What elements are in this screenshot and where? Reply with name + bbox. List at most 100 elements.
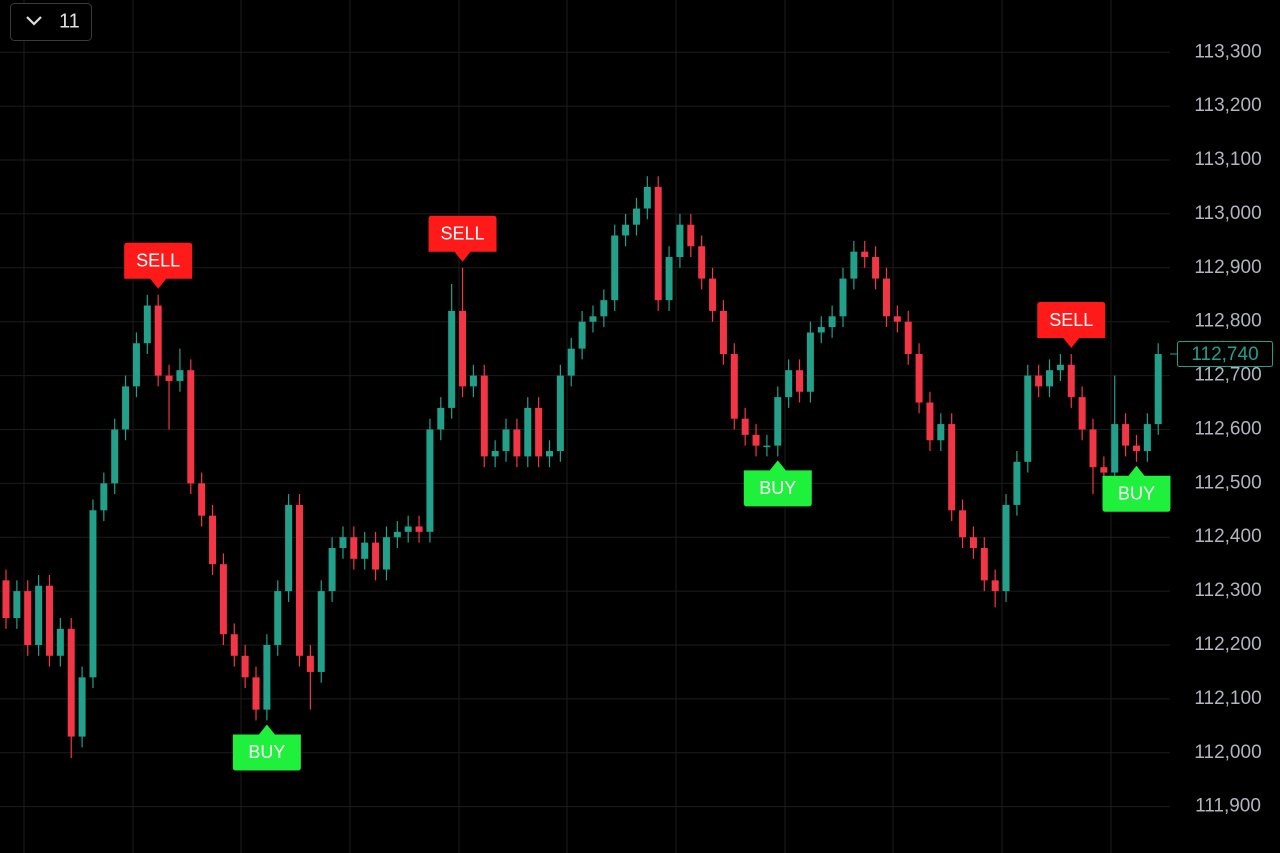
candle-body [665, 257, 673, 301]
candle-body [1035, 375, 1043, 387]
candle-body [35, 585, 43, 646]
candle-body [709, 278, 717, 311]
candle-body [502, 429, 510, 452]
candle-body [741, 418, 749, 435]
candle-body [328, 548, 336, 592]
candle-body [861, 251, 869, 258]
chevron [26, 16, 42, 26]
y-tick-label: 112,500 [1194, 472, 1261, 493]
y-tick-label: 111,900 [1195, 796, 1261, 817]
y-tick-label: 113,000 [1194, 203, 1261, 224]
candle-body [306, 655, 314, 672]
candle-body [687, 224, 695, 247]
candle-body [948, 424, 956, 511]
candle-body [915, 354, 923, 403]
candle-body [372, 542, 380, 570]
candle-body [480, 375, 488, 457]
candle-body [1013, 461, 1021, 505]
candle-body [1143, 424, 1151, 452]
candle-body [469, 375, 477, 387]
candle-body [785, 370, 793, 398]
candle-body [437, 407, 445, 430]
signal-box [124, 242, 193, 289]
candle-body [176, 370, 184, 381]
signal-label: SELL [136, 251, 180, 271]
candle-body [1132, 445, 1140, 452]
candle-body [893, 316, 901, 322]
candle-body [752, 434, 760, 446]
candle-body [904, 321, 912, 355]
candle-body [796, 370, 804, 392]
candle-body [1122, 424, 1130, 446]
y-tick-label: 113,200 [1194, 95, 1261, 116]
candle-body [361, 542, 369, 559]
candle-body [459, 310, 467, 387]
candle-body [45, 585, 53, 656]
signal: BUY [1102, 465, 1171, 512]
candle-body [100, 483, 108, 511]
candle-body [252, 677, 260, 710]
candle-body [980, 548, 988, 581]
candle-body [719, 310, 727, 355]
interval-label: 11 [59, 10, 80, 32]
candle-body [654, 186, 662, 301]
last-price-label: 112,740 [1191, 344, 1258, 365]
candle-body [937, 424, 945, 441]
candle-body [828, 316, 836, 328]
signal: SELL [1037, 302, 1106, 349]
signal-box [1102, 465, 1171, 512]
candle-body [154, 305, 162, 376]
candle-body [676, 224, 684, 258]
candle-body [730, 354, 738, 419]
candle-body [132, 343, 140, 387]
candle-body [926, 402, 934, 441]
signal-label: SELL [441, 224, 485, 244]
candle-body [111, 429, 119, 484]
signal-label: BUY [1118, 484, 1155, 504]
candle-body [1154, 354, 1162, 425]
last-price-box [1177, 341, 1273, 368]
candle-body [622, 224, 630, 236]
candle-body [263, 645, 271, 710]
candle-body [991, 580, 999, 592]
signal: SELL [428, 215, 497, 262]
candle-body [1046, 370, 1054, 387]
candle-body [817, 327, 825, 333]
candle-body [578, 321, 586, 349]
candle-body [524, 407, 532, 457]
candle-body [1089, 429, 1097, 468]
candle-body [882, 278, 890, 317]
candle-body [1067, 364, 1075, 398]
y-tick-label: 112,600 [1194, 418, 1261, 439]
candle-body [230, 634, 238, 656]
signal-label: BUY [759, 478, 796, 498]
candle-body [13, 591, 21, 619]
signal-label: BUY [248, 742, 285, 762]
signal-label: SELL [1049, 310, 1093, 330]
candle-body [600, 300, 608, 317]
signal: BUY [743, 460, 812, 507]
candle-body [219, 564, 227, 635]
candle-body [143, 305, 151, 344]
candle-body [393, 531, 401, 538]
candle-body [415, 526, 423, 532]
candle-body [556, 375, 564, 452]
signal: BUY [232, 724, 301, 771]
candle-body [89, 510, 97, 678]
candle-body [122, 386, 130, 430]
interval-button[interactable]: 11 [10, 3, 92, 41]
candle-body [339, 537, 347, 549]
candle-body [2, 580, 10, 619]
candle-body [1100, 467, 1108, 473]
candle-body [1111, 424, 1119, 473]
candle-body [546, 451, 553, 457]
candle-body [1002, 504, 1010, 592]
candle-body [209, 515, 217, 565]
candle-body [806, 332, 814, 392]
candle-body [969, 537, 977, 549]
candle-body [872, 257, 880, 279]
y-tick-label: 112,700 [1194, 365, 1261, 386]
y-tick-label: 113,300 [1194, 41, 1261, 62]
candle-body [285, 504, 293, 592]
